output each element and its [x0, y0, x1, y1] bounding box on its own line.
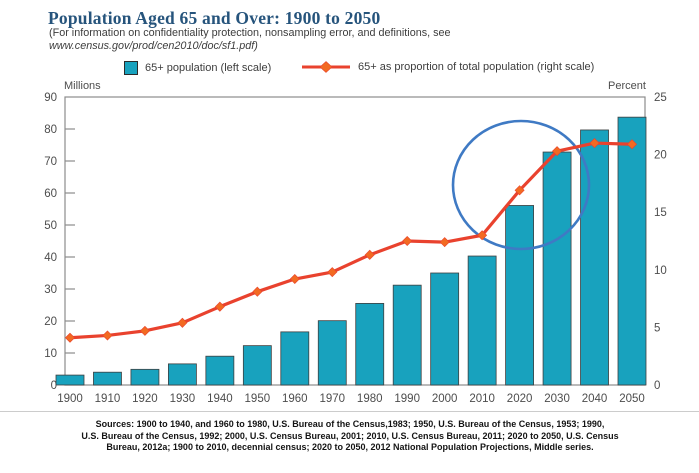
svg-text:20: 20	[44, 316, 57, 328]
svg-text:90: 90	[44, 92, 57, 104]
subtitle-line1: (For information on confidentiality prot…	[49, 27, 451, 39]
line-marker-1960	[289, 273, 300, 285]
line-marker-1930	[177, 317, 188, 328]
bar-2030	[542, 151, 572, 386]
line-marker-1910	[102, 330, 113, 341]
legend-item-proportion: 65+ as proportion of total population (r…	[301, 61, 594, 73]
x-label-2030: 2030	[544, 393, 570, 405]
x-label-2000: 2000	[432, 393, 458, 405]
line-marker-2010	[477, 230, 488, 241]
x-label-1930: 1930	[170, 393, 196, 405]
svg-text:0: 0	[51, 380, 57, 392]
line-marker-2020	[514, 185, 525, 196]
x-label-1970: 1970	[319, 393, 345, 405]
bar-1950	[242, 345, 272, 386]
line-marker-1940	[214, 301, 225, 312]
x-label-2050: 2050	[619, 393, 645, 405]
x-label-1900: 1900	[57, 393, 83, 405]
bar-1910	[93, 371, 122, 386]
svg-text:25: 25	[654, 92, 667, 104]
line-marker-1970	[327, 267, 338, 278]
svg-text:70: 70	[44, 156, 57, 168]
chart-subtitle: (For information on confidentiality prot…	[49, 27, 609, 53]
bar-2010	[467, 255, 497, 386]
line-marker-icon	[302, 61, 350, 73]
svg-text:0: 0	[654, 380, 660, 392]
line-marker-1900	[64, 332, 76, 343]
svg-text:20: 20	[654, 150, 667, 162]
bar-1940	[205, 355, 235, 386]
svg-text:5: 5	[654, 322, 660, 334]
bar-1990	[392, 284, 422, 386]
line-marker-2000	[439, 237, 450, 248]
svg-text:10: 10	[654, 265, 667, 277]
subtitle-url: www.census.gov/prod/cen2010/doc/sf1.pdf)	[49, 40, 258, 52]
bar-1930	[167, 363, 197, 386]
line-marker-2040	[589, 138, 600, 149]
proportion-line	[68, 141, 634, 340]
source-line2: U.S. Bureau of the Census, 1992; 2000, U…	[81, 430, 619, 441]
bar-1960	[280, 331, 310, 386]
source-line3: Bureau, 2012a; 1900 to 2010, decennial c…	[106, 442, 594, 452]
bar-1980	[355, 302, 385, 386]
footer-divider	[0, 411, 699, 412]
bar-1900	[55, 374, 85, 386]
left-axis-unit-label: Millions	[64, 80, 101, 92]
bar-2020	[505, 205, 535, 386]
svg-text:50: 50	[44, 220, 57, 232]
bar-swatch-icon	[124, 61, 138, 75]
bar-2000	[430, 272, 460, 386]
line-marker-1990	[402, 235, 413, 247]
bar-1970	[317, 320, 347, 386]
x-label-2020: 2020	[507, 393, 533, 405]
source-note: Sources: 1900 to 1940, and 1960 to 1980,…	[70, 419, 630, 454]
bar-2040	[580, 129, 609, 386]
chart-title: Population Aged 65 and Over: 1900 to 205…	[48, 8, 381, 28]
svg-text:15: 15	[654, 207, 667, 219]
x-label-2040: 2040	[582, 393, 608, 405]
x-label-1980: 1980	[357, 393, 383, 405]
x-label-1940: 1940	[207, 393, 233, 405]
bar-1920	[130, 368, 160, 386]
x-label-1950: 1950	[245, 393, 271, 405]
x-label-2010: 2010	[469, 393, 495, 405]
line-marker-1920	[139, 325, 150, 336]
svg-text:40: 40	[44, 252, 57, 264]
source-line1: Sources: 1900 to 1940, and 1960 to 1980,…	[95, 419, 605, 429]
right-axis-unit-label: Percent	[608, 80, 646, 92]
svg-text:10: 10	[44, 348, 57, 360]
line-marker-1980	[364, 249, 375, 260]
legend-line-label: 65+ as proportion of total population (r…	[358, 61, 595, 73]
legend-bar-label: 65+ population (left scale)	[145, 62, 272, 74]
line-marker-1950	[252, 286, 263, 297]
svg-text:30: 30	[44, 284, 57, 296]
svg-text:80: 80	[44, 124, 57, 136]
x-label-1990: 1990	[394, 393, 420, 405]
legend-item-population: 65+ population (left scale)	[124, 61, 271, 75]
x-label-1910: 1910	[95, 393, 121, 405]
x-label-1960: 1960	[282, 393, 308, 405]
x-label-1920: 1920	[132, 393, 158, 405]
highlight-circle-annotation	[451, 119, 591, 251]
svg-text:60: 60	[44, 188, 57, 200]
bar-2050	[617, 116, 647, 386]
line-marker-2030	[552, 146, 563, 157]
line-marker-2050	[626, 139, 638, 150]
